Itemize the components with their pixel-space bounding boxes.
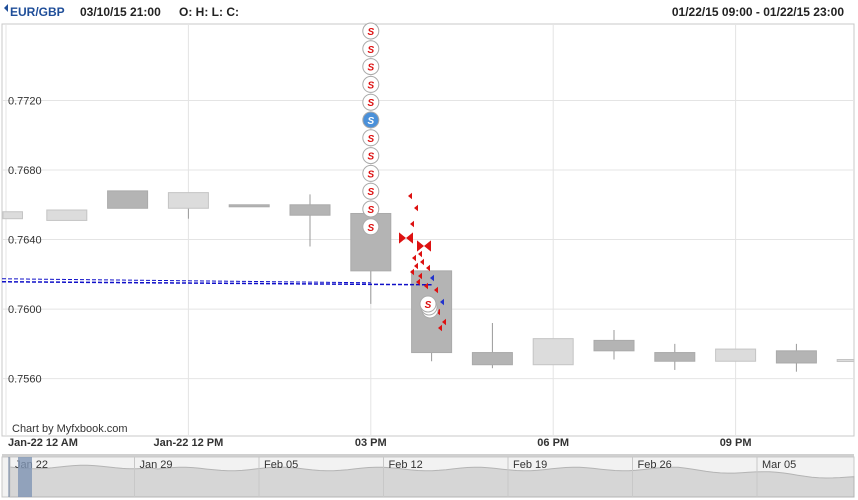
candle-body [836,359,855,363]
candle-body [654,352,696,362]
sell-marker-label: S [367,116,374,127]
candle-body [471,352,513,366]
navigator-date-label: Feb 19 [513,459,547,471]
sell-marker-icon [362,147,380,165]
range-label: 01/22/15 09:00 - 01/22/15 23:00 [672,5,844,19]
candle-body [289,204,331,216]
navigator-series [9,464,855,498]
dashed-trade-line-secondary [1,278,371,284]
candle-body [46,209,88,221]
x-axis: Jan-22 12 AM Jan-22 12 PM 03 PM 06 PM 09 PM [8,437,751,449]
candle-body [593,339,635,352]
ohlc-label: O: H: L: C: [179,5,239,19]
sell-marker-icon [362,40,380,58]
chart-credit: Chart by Myfxbook.com [12,423,128,435]
sell-marker-icon [362,218,380,236]
sell-marker-icon [362,58,380,76]
trade-flag-icon [416,278,420,286]
navigator-date-label: Jan 29 [140,459,173,471]
plot-background [1,23,855,437]
navigator-date-label: Mar 05 [762,459,796,471]
header-bar [0,0,858,22]
x-tick-label: Jan-22 12 PM [154,437,224,449]
sell-marker-label: S [367,205,374,216]
navigator-handle[interactable] [18,457,32,497]
sell-marker-icon [362,22,380,40]
sell-marker-label: S [367,45,374,56]
sell-marker-label: S [367,63,374,74]
candle-body [532,338,574,366]
y-axis: 0.7720 0.7680 0.7640 0.7600 0.7560 [8,95,42,385]
sell-marker-icon [362,111,380,129]
sell-marker-icon [362,182,380,200]
trade-flag-icon [417,240,424,252]
trade-flag-icon [414,262,418,270]
trade-markers [399,192,446,332]
sell-marker-label: S [367,187,374,198]
trade-flag-icon [408,192,412,200]
x-tick-label: 09 PM [720,437,752,449]
trade-flag-icon [410,220,414,228]
trade-flag-icon [399,232,406,244]
y-tick-label: 0.7680 [8,165,42,177]
x-tick-label: Jan-22 12 AM [8,437,78,449]
candle-body [715,348,757,362]
candle-body [228,204,270,208]
sell-marker-icon [362,200,380,218]
navigator-header [2,454,854,457]
candle-body [167,192,209,209]
trade-flag-icon [418,250,422,258]
trade-flag-icon [424,282,428,290]
sell-marker-label: S [367,27,374,38]
sell-marker-icon [419,295,437,313]
x-tick-label: 03 PM [355,437,387,449]
navigator-date-label: Feb 26 [638,459,672,471]
y-tick-label: 0.7560 [8,374,42,386]
navigator-date-label: Feb 05 [264,459,298,471]
trade-flag-icon [420,258,424,266]
trade-flag-icon [438,324,442,332]
trade-flag-icon [410,268,414,276]
candle-body [775,350,817,364]
sell-marker-icon [362,164,380,182]
sell-marker-label: S [367,80,374,91]
datetime-label: 03/10/15 21:00 [80,5,161,19]
y-tick-label: 0.7720 [8,95,42,107]
sell-marker-label: S [367,169,374,180]
sell-marker-icon [362,129,380,147]
trade-flag-icon [430,274,434,282]
candle-body [2,211,23,220]
x-tick-label: 06 PM [537,437,569,449]
symbol-label: EUR/GBP [10,5,65,19]
sell-marker-label: S [367,223,374,234]
trade-flag-icon [414,204,418,212]
navigator-date-label: Feb 12 [389,459,423,471]
y-tick-label: 0.7640 [8,235,42,247]
sell-marker-label: S [367,98,374,109]
trade-flag-icon [442,318,446,326]
sell-marker-label: S [367,134,374,145]
trade-flag-icon [424,240,431,252]
trade-flag-icon [440,298,444,306]
sell-marker-label: S [425,300,432,311]
chart-icon [4,4,8,12]
trade-flag-icon [406,232,413,244]
sell-marker-icon [362,75,380,93]
trade-flag-icon [426,264,430,272]
trade-flag-icon [418,272,422,280]
trade-flag-icon [412,254,416,262]
trade-flag-icon [434,286,438,294]
candle-body [107,190,149,209]
sell-marker-label: S [367,152,374,163]
y-tick-label: 0.7600 [8,304,42,316]
sell-marker-icon [362,93,380,111]
